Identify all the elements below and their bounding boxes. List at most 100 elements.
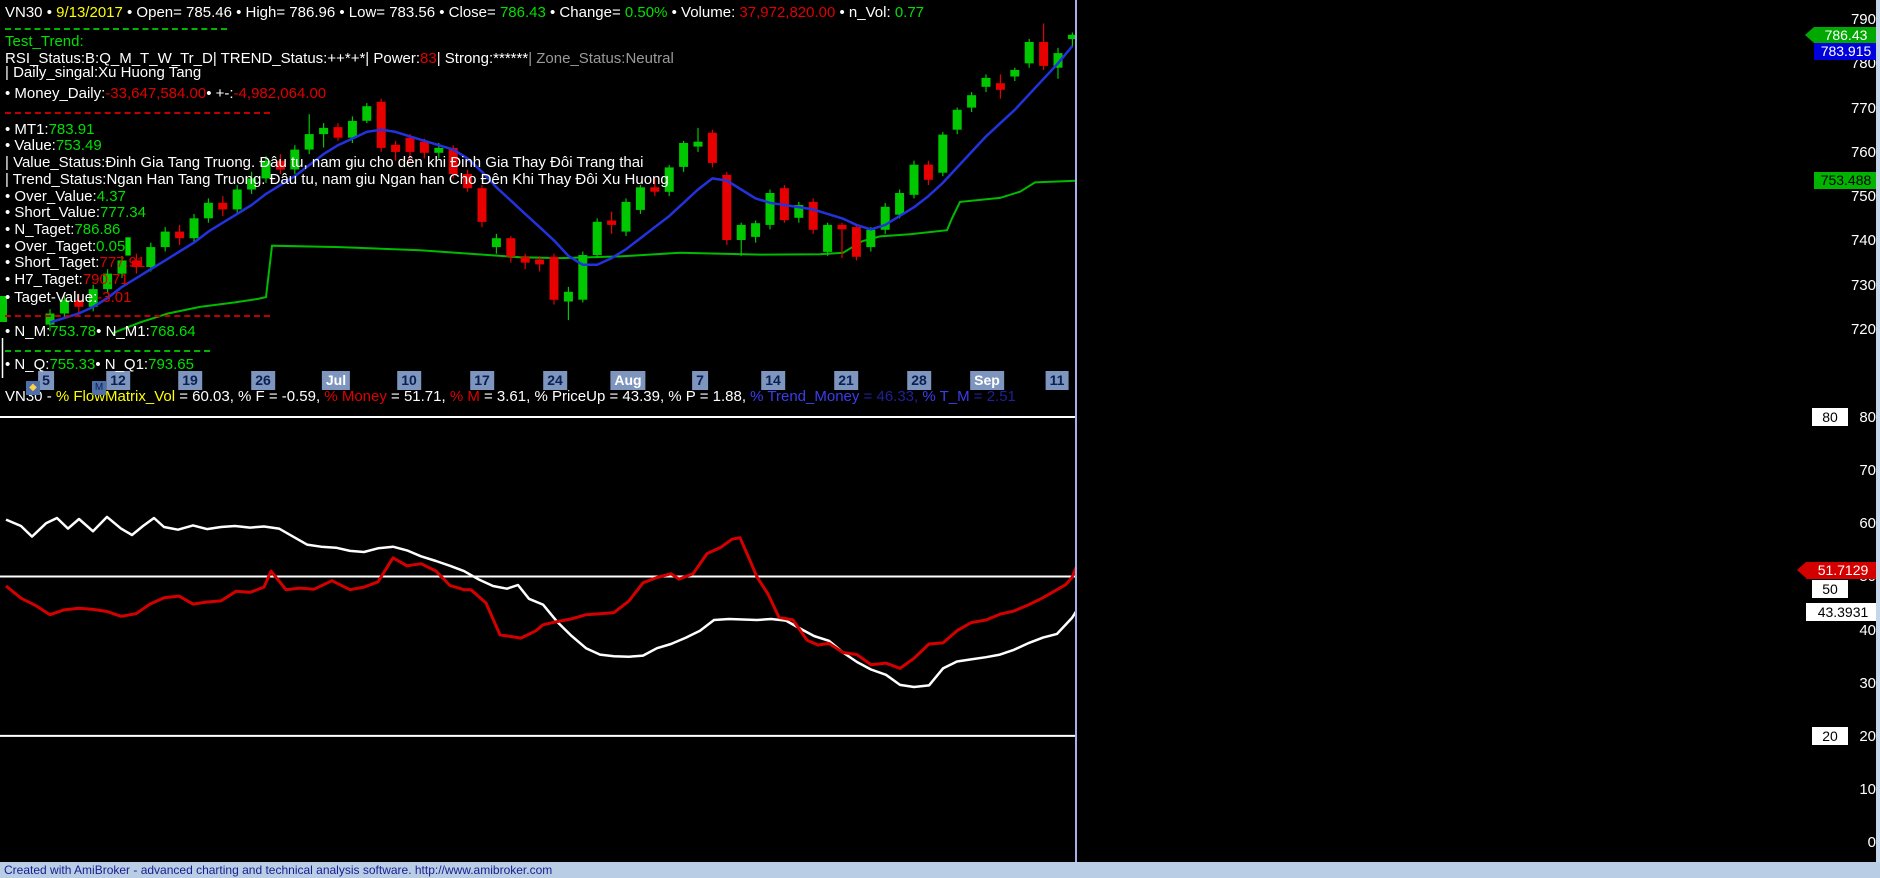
x-axis-label-14[interactable]: 14 [761,371,785,390]
lower-title-segment: = 3.61, [479,388,535,405]
candle-body[interactable] [463,174,473,189]
candle-body[interactable] [650,187,660,192]
candle-body[interactable] [491,238,501,248]
candle-body[interactable] [952,109,962,130]
candle-body[interactable] [866,229,876,248]
candle-body[interactable] [232,189,242,210]
candle-body[interactable] [823,224,833,252]
right-edge-strip[interactable] [1876,0,1880,878]
quote-line-segment: • Volume: [667,4,740,21]
x-axis-label-26[interactable]: 26 [251,371,275,390]
n-taget-line: • N_Taget:786.86 [5,221,120,238]
candle-body[interactable] [419,141,429,153]
candle-body[interactable] [261,160,271,179]
candle-body[interactable] [218,202,228,210]
candle-body[interactable] [434,147,444,153]
candle-body[interactable] [679,143,689,167]
candle-body[interactable] [736,224,746,240]
x-axis-label-28[interactable]: 28 [907,371,931,390]
candle-body[interactable] [347,120,357,138]
x-axis-label-10[interactable]: 10 [397,371,421,390]
candle-body[interactable] [923,164,933,180]
candle-body[interactable] [506,238,516,257]
price-tick-770: 770 [1850,99,1876,117]
x-axis-label-21[interactable]: 21 [834,371,858,390]
candle-body[interactable] [1053,53,1063,68]
candle-body[interactable] [290,149,300,170]
short-taget-line-segment: • Short_Taget: [5,254,100,271]
x-axis-label-5[interactable]: 5 [38,371,54,390]
candle-body[interactable] [189,218,199,239]
x-axis-label-12[interactable]: 12 [106,371,130,390]
candle-body[interactable] [751,223,761,237]
candle-body[interactable] [146,247,156,267]
candle-body[interactable] [995,83,1005,90]
candle-body[interactable] [45,313,55,325]
candle-body[interactable] [938,134,948,173]
candle-body[interactable] [549,256,559,300]
candle-body[interactable] [722,174,732,240]
x-axis-label-17[interactable]: 17 [470,371,494,390]
candle-body[interactable] [794,205,804,218]
candle-body[interactable] [1039,42,1049,66]
candle-body[interactable] [909,164,919,195]
marker-icon-m[interactable]: M [92,381,106,395]
candle-body[interactable] [391,144,401,152]
test-trend-line-segment: Test_Trend: [5,33,84,50]
candle-body[interactable] [1010,69,1020,77]
over-taget-line-segment: ▌ [125,238,136,255]
candle-body[interactable] [117,260,127,274]
candle-body[interactable] [1024,42,1034,64]
candle-body[interactable] [563,291,573,302]
candle-body[interactable] [160,231,170,248]
candle-body[interactable] [376,101,386,148]
x-axis-label-Jul[interactable]: Jul [321,371,351,390]
candle-body[interactable] [851,227,861,257]
x-axis-label-19[interactable]: 19 [178,371,202,390]
candle-body[interactable] [175,231,185,239]
candle-body[interactable] [635,187,645,210]
candle-body[interactable] [592,221,602,255]
candle-body[interactable] [520,256,530,263]
candle-body[interactable] [578,255,588,300]
candle-body[interactable] [808,201,818,230]
value-status-line-segment: | Value_Status:Đinh Gia Tang Truong. Đâu… [5,154,644,171]
candle-body[interactable] [131,260,141,267]
candle-body[interactable] [319,127,329,135]
candle-body[interactable] [88,289,98,307]
candle-body[interactable] [707,132,717,163]
x-axis-label-Sep[interactable]: Sep [970,371,1004,390]
quote-line-segment: VN30 • [5,4,57,21]
candle-body[interactable] [103,273,113,290]
candle-body[interactable] [304,134,314,150]
candle-body[interactable] [477,188,487,222]
x-axis-label-Aug[interactable]: Aug [610,371,646,390]
candle-body[interactable] [59,300,69,314]
candle-body[interactable] [607,220,617,225]
x-axis-label-11[interactable]: 11 [1045,371,1069,390]
candle-body[interactable] [621,201,631,232]
candle-body[interactable] [247,178,257,190]
x-axis-label-24[interactable]: 24 [543,371,567,390]
marker-icon-flag[interactable]: ◆ [26,381,40,395]
candle-body[interactable] [1067,34,1077,40]
candle-body[interactable] [981,77,991,87]
candle-body[interactable] [275,160,285,170]
candle-body[interactable] [203,202,213,219]
candle-body[interactable] [74,300,84,307]
candle-body[interactable] [880,206,890,230]
x-axis-label-7[interactable]: 7 [692,371,708,390]
candle-body[interactable] [448,147,458,174]
candle-body[interactable] [664,167,674,192]
candle-body[interactable] [693,141,703,147]
candle-body[interactable] [405,137,415,152]
candle-body[interactable] [535,259,545,265]
candle-body[interactable] [765,193,775,225]
over-value-line: • Over_Value:4.37 [5,188,126,205]
candle-body[interactable] [895,193,905,215]
candle-body[interactable] [362,106,372,121]
candle-body[interactable] [333,127,343,138]
candle-body[interactable] [967,95,977,108]
candle-body[interactable] [837,224,847,230]
